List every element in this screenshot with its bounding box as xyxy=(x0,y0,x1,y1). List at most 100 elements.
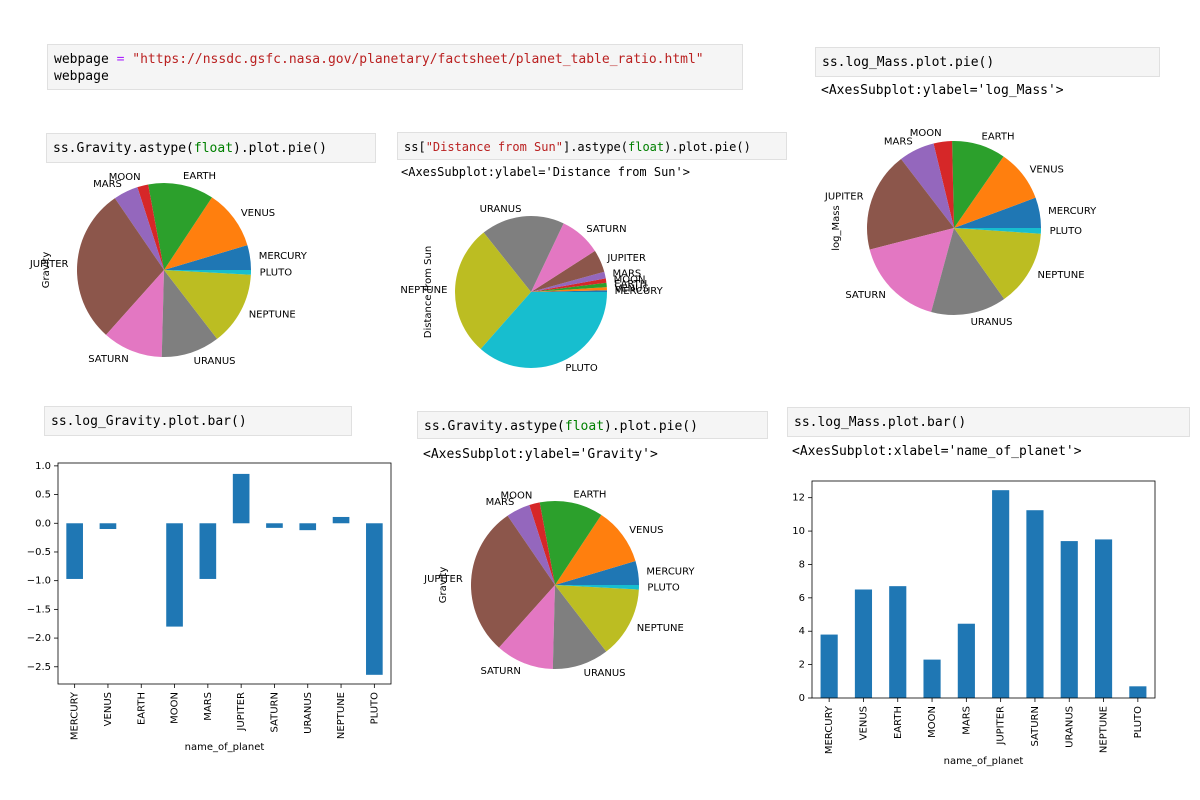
logmass_pie-label-mars: MARS xyxy=(884,137,913,148)
code-cell-webpage[interactable]: webpage = "https://nssdc.gsfc.nasa.gov/p… xyxy=(47,44,743,90)
distance_pie-slice-saturn xyxy=(531,223,595,292)
gravity_pie_1-slice-uranus xyxy=(161,270,218,357)
logmass_pie-slice-jupiter xyxy=(867,158,954,250)
logmass_bar-bar-earth xyxy=(889,586,907,698)
logmass_bar-bar-moon xyxy=(923,659,941,698)
output-gravity-pie-2: <AxesSubplot:ylabel='Gravity'> xyxy=(423,447,658,462)
logmass_bar-xtick-label-uranus: URANUS xyxy=(1064,706,1075,748)
loggravity_bar-xtick-label-saturn: SATURN xyxy=(269,692,280,732)
code-cell-loggravity-bar[interactable]: ss.log_Gravity.plot.bar() xyxy=(44,406,352,436)
logmass_bar-ytick-label: 2 xyxy=(799,660,805,671)
code-text: ss[ xyxy=(404,140,426,154)
distance_pie-slice-moon xyxy=(531,278,607,292)
loggravity_bar-ytick-label: −2.0 xyxy=(27,633,51,644)
distance_pie-slice-pluto xyxy=(480,292,607,368)
gravity_pie_1-ylabel: Gravity xyxy=(41,252,52,289)
distance_pie-label-uranus: URANUS xyxy=(480,204,522,215)
logmass_bar-xtick-label-earth: EARTH xyxy=(893,706,904,739)
distance_pie-label-earth: EARTH xyxy=(614,279,647,290)
code-text: ).plot.pie() xyxy=(664,140,751,154)
gravity_pie_2-slice-saturn xyxy=(499,585,555,669)
code-line-2: webpage xyxy=(54,69,109,84)
logmass_pie-slice-neptune xyxy=(954,228,1041,300)
logmass_bar-xtick-label-pluto: PLUTO xyxy=(1133,706,1144,739)
gravity_pie_1-slice-earth xyxy=(148,183,212,270)
distance_pie-slice-mars xyxy=(531,271,606,292)
distance_pie-label-jupiter: JUPITER xyxy=(606,253,646,264)
gravity_pie_2-slice-neptune xyxy=(555,585,639,652)
loggravity_bar-xtick-label-uranus: URANUS xyxy=(303,692,314,734)
loggravity_bar-bar-mars xyxy=(199,523,217,579)
logmass_bar-ytick-label: 10 xyxy=(792,526,805,537)
code-text: ).plot.pie() xyxy=(604,419,698,434)
loggravity_bar-axes-frame xyxy=(57,462,392,685)
loggravity_bar-bar-uranus xyxy=(299,523,317,531)
gravity_pie_1-slice-neptune xyxy=(164,270,251,339)
logmass_bar-xlabel: name_of_planet xyxy=(944,756,1024,767)
loggravity_bar-bar-saturn xyxy=(266,523,283,528)
code-cell-gravity-pie-2[interactable]: ss.Gravity.astype(float).plot.pie() xyxy=(417,411,768,439)
loggravity_bar-ytick-label: 0.5 xyxy=(35,490,51,501)
gravity_pie_1-slice-mercury xyxy=(164,245,251,270)
code-keyword: float xyxy=(564,419,605,434)
gravity_pie_1-slice-jupiter xyxy=(77,198,164,335)
gravity_pie_1-slice-pluto xyxy=(164,270,251,275)
logmass_pie-label-jupiter: JUPITER xyxy=(824,192,864,203)
logmass_bar-ytick-label: 4 xyxy=(799,626,805,637)
gravity_pie_2-label-mercury: MERCURY xyxy=(646,567,695,578)
loggravity_bar-xlabel: name_of_planet xyxy=(185,742,265,753)
loggravity_bar-xtick-label-jupiter: JUPITER xyxy=(236,692,247,732)
logmass_pie-ylabel: log_Mass xyxy=(831,205,842,250)
distance_pie-label-venus: VENUS xyxy=(615,283,649,294)
logmass_pie-slice-saturn xyxy=(869,228,954,312)
loggravity_bar-bar-venus xyxy=(99,523,117,530)
code-var: webpage xyxy=(54,52,109,67)
gravity_pie_1-slice-venus xyxy=(164,197,248,270)
distance_pie-label-mercury: MERCURY xyxy=(615,286,664,297)
gravity_pie_2-slice-earth xyxy=(539,501,602,585)
logmass_pie-label-pluto: PLUTO xyxy=(1050,226,1083,237)
logmass_pie-label-saturn: SATURN xyxy=(845,290,885,301)
code-cell-logmass-bar[interactable]: ss.log_Mass.plot.bar() xyxy=(787,407,1190,437)
logmass_bar-xtick-label-venus: VENUS xyxy=(858,706,869,740)
logmass_bar-bar-jupiter xyxy=(992,490,1010,698)
code-text: ).plot.pie() xyxy=(233,141,327,156)
distance_pie-ylabel: Distance from Sun xyxy=(423,246,434,338)
gravity_pie_1-label-pluto: PLUTO xyxy=(260,268,293,279)
gravity_pie_1-label-venus: VENUS xyxy=(241,208,275,219)
distance_pie-slice-neptune xyxy=(455,232,531,349)
loggravity_bar-bar-moon xyxy=(166,523,183,627)
gravity_pie_2-label-pluto: PLUTO xyxy=(647,583,680,594)
code-text: ss.Gravity.astype( xyxy=(53,141,194,156)
code-keyword: float xyxy=(628,140,665,154)
code-cell-logmass-pie[interactable]: ss.log_Mass.plot.pie() xyxy=(815,47,1160,77)
distance_pie-slice-mercury xyxy=(531,290,607,292)
distance_pie-label-moon: MOON xyxy=(614,274,646,285)
distance_pie-slice-uranus xyxy=(483,216,564,292)
loggravity_bar-xtick-label-moon: MOON xyxy=(170,692,181,724)
logmass_bar-axes-frame xyxy=(811,480,1156,699)
logmass_bar-bar-neptune xyxy=(1094,539,1113,698)
distance_pie-label-neptune: NEPTUNE xyxy=(400,285,447,296)
gravity_pie_2-label-earth: EARTH xyxy=(573,489,606,500)
gravity_pie_2-label-moon: MOON xyxy=(501,490,533,501)
gravity_pie_1-slice-moon xyxy=(137,184,164,270)
logmass_bar-bar-pluto xyxy=(1129,686,1147,698)
logmass_pie-label-moon: MOON xyxy=(910,128,942,139)
loggravity_bar-xtick-label-venus: VENUS xyxy=(103,692,114,726)
loggravity_bar-ytick-label: −0.5 xyxy=(27,547,51,558)
code-cell-distance-pie[interactable]: ss["Distance from Sun"].astype(float).pl… xyxy=(397,132,787,160)
logmass_pie-label-uranus: URANUS xyxy=(971,317,1013,328)
gravity_pie_1-label-saturn: SATURN xyxy=(88,354,128,365)
logmass_bar-xtick-label-mars: MARS xyxy=(961,706,972,735)
logmass_pie-label-earth: EARTH xyxy=(982,131,1015,142)
logmass_bar-ytick-label: 12 xyxy=(792,493,805,504)
logmass_bar-xtick-label-moon: MOON xyxy=(927,706,938,738)
code-cell-gravity-pie-1[interactable]: ss.Gravity.astype(float).plot.pie() xyxy=(46,133,376,163)
gravity_pie_2-slice-venus xyxy=(555,514,636,585)
gravity_pie_2-label-neptune: NEPTUNE xyxy=(637,623,684,634)
logmass_pie-label-mercury: MERCURY xyxy=(1048,206,1097,217)
loggravity_bar-ytick-label: −1.5 xyxy=(27,604,51,615)
loggravity_bar-xtick-label-pluto: PLUTO xyxy=(369,692,380,725)
logmass_bar-xtick-label-neptune: NEPTUNE xyxy=(1099,706,1110,753)
